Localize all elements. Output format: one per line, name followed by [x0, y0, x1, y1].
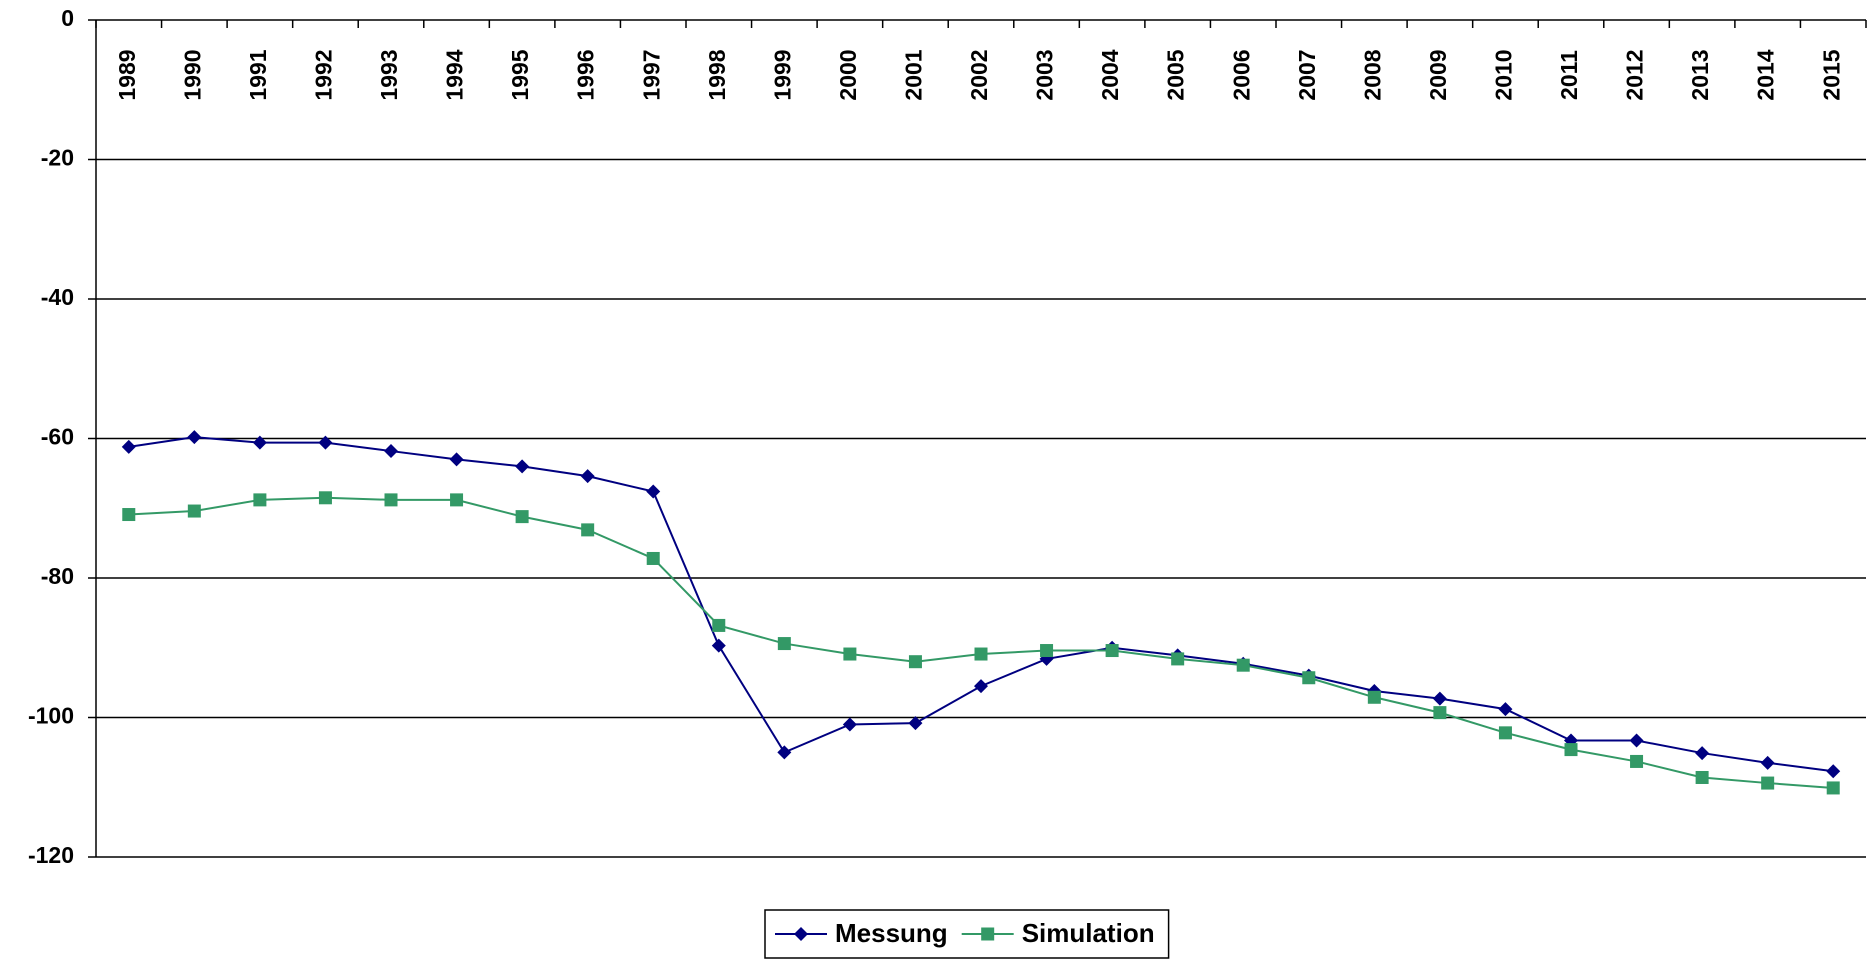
data-point: [384, 444, 398, 459]
legend-label: Simulation: [1022, 918, 1155, 948]
x-tick-label: 2012: [1622, 49, 1648, 100]
data-point: [1760, 755, 1775, 770]
data-point: [1629, 733, 1644, 748]
data-point: [1236, 658, 1250, 672]
x-tick-label: 2010: [1491, 49, 1517, 100]
data-point: [1433, 706, 1447, 720]
x-tick-label: 2002: [966, 49, 992, 100]
data-point: [1171, 652, 1185, 666]
legend-box: [764, 909, 1170, 959]
x-tick-label: 1993: [376, 49, 402, 100]
data-point: [1367, 690, 1381, 704]
data-point: [843, 647, 857, 661]
data-point: [1432, 691, 1447, 706]
x-tick-label: 2005: [1163, 49, 1189, 100]
data-point: [450, 493, 464, 507]
series-line: [128, 496, 1834, 789]
data-point: [581, 523, 595, 537]
data-point: [318, 435, 333, 450]
x-tick-label: 2014: [1753, 49, 1779, 100]
y-tick-label: -40: [41, 284, 74, 310]
x-tick-label: 1995: [507, 49, 533, 100]
data-point: [187, 430, 202, 445]
data-point: [515, 459, 530, 474]
data-point: [1040, 644, 1054, 658]
x-tick-label: 2007: [1294, 49, 1320, 100]
data-point: [252, 435, 267, 450]
data-point: [1826, 764, 1841, 779]
x-tick-label: 2009: [1425, 49, 1451, 100]
y-tick-label: -100: [28, 703, 74, 729]
x-tick-label: 1994: [442, 49, 468, 100]
y-tick-label: 0: [61, 5, 74, 31]
data-point: [908, 716, 923, 731]
x-tick-label: 2011: [1556, 50, 1582, 100]
x-tick-label: 1999: [769, 49, 795, 100]
x-tick-label: 1997: [638, 49, 664, 100]
data-point: [712, 618, 726, 632]
data-point: [974, 647, 988, 661]
x-tick-label: 2015: [1818, 49, 1844, 100]
y-tick-label: -20: [41, 145, 74, 171]
data-point: [1105, 644, 1119, 658]
data-point: [777, 637, 791, 651]
data-point: [974, 679, 988, 694]
data-point: [121, 439, 136, 454]
y-tick-label: -80: [41, 563, 74, 589]
x-tick-label: 2003: [1032, 49, 1058, 100]
x-tick-label: 1992: [311, 49, 337, 100]
data-point: [580, 469, 595, 484]
x-tick-label: 1996: [573, 49, 599, 100]
x-tick-label: 1991: [245, 49, 271, 100]
x-tick-label: 2013: [1687, 49, 1713, 100]
data-point: [1761, 776, 1775, 790]
data-point: [1302, 671, 1316, 685]
data-point: [1498, 726, 1512, 740]
data-point: [1695, 770, 1709, 784]
x-tick-label: 2006: [1228, 49, 1254, 100]
data-point: [318, 491, 332, 505]
x-tick-label: 2008: [1359, 49, 1385, 100]
marker: [794, 927, 808, 941]
x-tick-label: 1998: [704, 49, 730, 100]
x-tick-label: 2004: [1097, 49, 1123, 100]
data-point: [1564, 743, 1578, 757]
data-point: [1826, 781, 1840, 795]
data-point: [449, 452, 464, 467]
series-line: [128, 436, 1834, 773]
data-point: [1630, 754, 1644, 768]
data-point: [646, 551, 660, 565]
data-point: [646, 484, 661, 499]
x-tick-label: 2001: [901, 49, 927, 100]
marker: [981, 927, 995, 941]
data-point: [122, 508, 136, 522]
data-point: [777, 745, 792, 760]
y-tick-label: -120: [28, 842, 74, 868]
legend: Messung Simulation: [764, 909, 1170, 959]
data-point: [1498, 702, 1513, 717]
x-tick-label: 1990: [179, 49, 205, 100]
x-tick-label: 2000: [835, 49, 861, 100]
data-point: [842, 717, 857, 732]
data-point: [908, 655, 922, 669]
data-point: [384, 493, 398, 507]
data-point: [187, 504, 201, 518]
x-tick-label: 1989: [114, 49, 140, 100]
legend-label: Messung: [835, 918, 948, 948]
data-point: [1695, 746, 1710, 761]
y-tick-label: -60: [41, 424, 74, 450]
data-point: [515, 510, 529, 524]
data-point: [711, 638, 726, 653]
data-point: [253, 493, 267, 507]
